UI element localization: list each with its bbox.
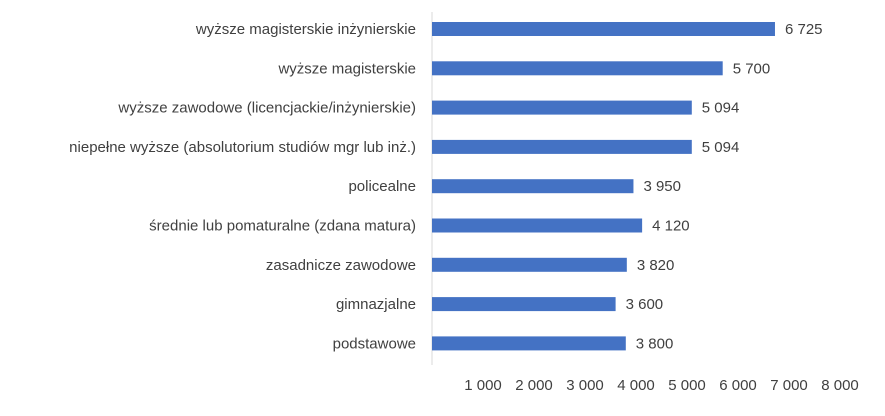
category-label: średnie lub pomaturalne (zdana matura)	[149, 218, 416, 235]
bar	[432, 218, 643, 233]
bar	[432, 297, 616, 312]
data-label: 4 120	[652, 218, 690, 235]
x-tick-label: 3 000	[566, 377, 604, 394]
x-tick-label: 4 000	[617, 377, 655, 394]
bar	[432, 61, 723, 76]
bar	[432, 336, 626, 351]
bars	[432, 22, 775, 351]
category-label: zasadnicze zawodowe	[266, 257, 416, 274]
x-tick-label: 6 000	[719, 377, 757, 394]
x-tick-label: 1 000	[464, 377, 502, 394]
data-label: 5 700	[733, 60, 771, 77]
data-label: 5 094	[702, 100, 740, 117]
category-label: niepełne wyższe (absolutorium studiów mg…	[69, 139, 416, 156]
category-label: wyższe magisterskie	[277, 60, 416, 77]
bar	[432, 22, 775, 36]
data-label: 3 600	[626, 296, 664, 313]
category-label: gimnazjalne	[336, 296, 416, 313]
x-tick-label: 7 000	[770, 377, 808, 394]
category-label: podstawowe	[333, 335, 416, 352]
x-axis-ticks: 1 000 2 000 3 000 4 000 5 000 6 000 7 000 8 000	[464, 377, 859, 394]
data-label: 3 800	[636, 335, 674, 352]
x-tick-label: 5 000	[668, 377, 706, 394]
bar	[432, 179, 634, 194]
category-label: policealne	[348, 178, 416, 195]
data-label: 6 725	[785, 21, 823, 38]
bar	[432, 139, 692, 154]
bar	[432, 257, 627, 272]
category-labels: wyższe magisterskie inżynierskie wyższe m…	[69, 21, 416, 352]
x-tick-label: 8 000	[821, 377, 859, 394]
data-label: 3 820	[637, 257, 675, 274]
x-tick-label: 2 000	[515, 377, 553, 394]
value-labels: 6 725 5 700 5 094 5 094 3 950 4 120 3 820 3 600…	[626, 21, 823, 352]
data-label: 5 094	[702, 139, 740, 156]
category-label: wyższe magisterskie inżynierskie	[195, 21, 416, 38]
category-label: wyższe zawodowe (licencjackie/inżyniersk…	[117, 100, 416, 117]
data-label: 3 950	[643, 178, 681, 195]
bar	[432, 100, 692, 115]
